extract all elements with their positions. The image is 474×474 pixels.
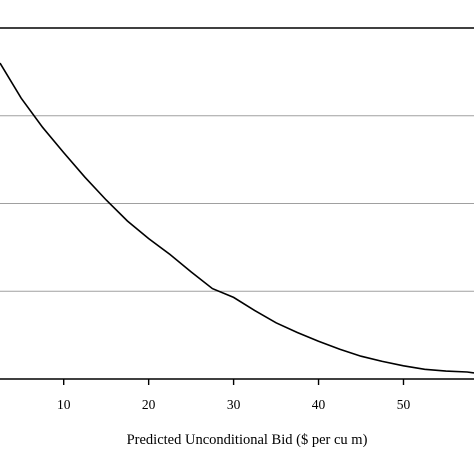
x-axis-ticks: 10 20 30 40 50 [57, 379, 411, 412]
x-tick-label: 40 [312, 397, 326, 412]
x-tick-label: 50 [397, 397, 411, 412]
x-tick-label: 10 [57, 397, 71, 412]
gridlines [0, 115, 474, 292]
x-axis-title: Predicted Unconditional Bid ($ per cu m) [127, 432, 368, 448]
x-tick-label: 30 [227, 397, 241, 412]
series-line [0, 62, 474, 374]
x-tick-label: 20 [142, 397, 156, 412]
